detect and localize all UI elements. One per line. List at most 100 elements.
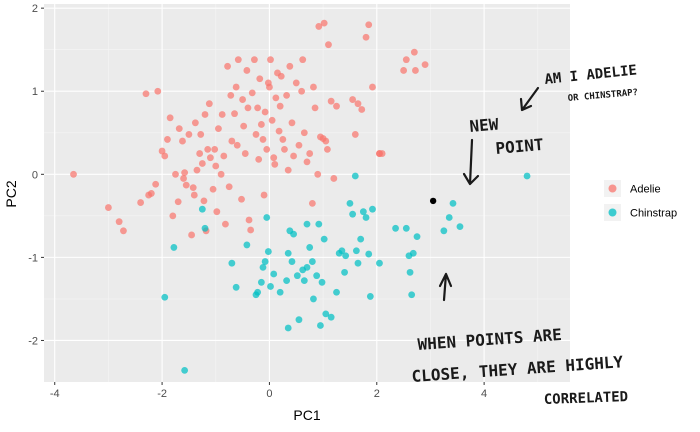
point-adelie <box>185 131 193 138</box>
point-chinstrap <box>201 224 209 232</box>
point-adelie <box>218 111 226 118</box>
point-adelie <box>247 226 255 234</box>
point-adelie <box>349 96 357 103</box>
arrow-question-icon <box>519 86 540 112</box>
point-adelie <box>270 154 278 162</box>
grid-minor <box>44 4 570 382</box>
point-adelie <box>327 97 335 105</box>
point-adelie <box>220 152 228 160</box>
point-adelie <box>204 145 212 153</box>
point-adelie <box>252 131 260 138</box>
point-adelie <box>310 83 317 91</box>
point-adelie <box>181 169 189 177</box>
point-chinstrap <box>402 224 410 232</box>
point-adelie <box>362 33 370 41</box>
point-adelie <box>283 91 291 99</box>
point-adelie <box>257 121 265 128</box>
point-adelie <box>227 91 235 99</box>
point-chinstrap <box>306 244 314 251</box>
point-adelie <box>333 102 340 110</box>
point-adelie <box>188 231 196 239</box>
point-chinstrap <box>257 278 265 286</box>
point-adelie <box>300 129 308 137</box>
point-adelie <box>275 127 283 135</box>
point-chinstrap <box>284 249 292 257</box>
point-adelie <box>201 111 209 118</box>
point-chinstrap <box>264 248 272 255</box>
point-adelie <box>292 79 300 87</box>
point-adelie <box>238 195 245 203</box>
point-chinstrap <box>259 263 267 271</box>
point-adelie <box>231 110 238 118</box>
point-adelie <box>211 145 219 153</box>
point-adelie <box>224 62 231 70</box>
point-adelie <box>400 67 408 74</box>
point-chinstrap <box>310 295 317 303</box>
point-adelie <box>251 56 258 64</box>
point-adelie <box>215 125 222 133</box>
point-adelie <box>120 227 127 235</box>
point-adelie <box>255 155 263 163</box>
point-adelie <box>320 19 328 27</box>
point-adelie <box>314 170 322 178</box>
point-adelie <box>421 61 429 69</box>
legend-label-chinstrap: Chinstrap <box>630 208 677 220</box>
point-chinstrap <box>308 258 316 265</box>
point-chinstrap <box>288 258 296 265</box>
point-chinstrap <box>161 293 169 301</box>
point-adelie <box>303 158 311 166</box>
y-tick-label: -2 <box>28 335 38 347</box>
legend: Adelie Chinstrap <box>604 180 677 221</box>
panel-background <box>44 4 570 382</box>
point-chinstrap <box>366 293 374 300</box>
y-axis-ticks: -2 -1 0 1 2 <box>28 3 44 347</box>
point-chinstrap <box>352 247 360 255</box>
point-adelie <box>137 199 145 206</box>
point-chinstrap <box>276 288 284 296</box>
point-adelie <box>175 125 183 133</box>
point-adelie <box>228 137 236 145</box>
y-tick-label: 1 <box>32 86 38 98</box>
x-tick-label: 0 <box>266 388 272 400</box>
point-adelie <box>412 67 419 74</box>
point-chinstrap <box>293 272 301 280</box>
point-adelie <box>266 83 273 91</box>
point-chinstrap <box>365 250 373 258</box>
point-adelie <box>193 166 201 174</box>
point-adelie <box>256 75 264 83</box>
point-chinstrap <box>351 172 359 180</box>
point-chinstrap <box>290 230 297 238</box>
point-chinstrap <box>303 263 311 271</box>
legend-label-adelie: Adelie <box>630 184 661 196</box>
legend-swatch-chinstrap <box>608 208 617 217</box>
y-axis-title: PC2 <box>3 180 19 207</box>
legend-swatch-adelie <box>608 184 617 193</box>
point-adelie <box>330 175 338 182</box>
point-chinstrap <box>198 205 206 213</box>
point-chinstrap <box>523 172 531 180</box>
point-adelie <box>232 83 240 91</box>
point-adelie <box>244 104 252 112</box>
point-chinstrap <box>408 291 416 299</box>
point-adelie <box>261 108 269 116</box>
point-adelie <box>369 83 376 91</box>
point-adelie <box>152 180 160 188</box>
point-chinstrap <box>170 244 178 251</box>
point-adelie <box>306 150 314 157</box>
point-adelie <box>166 114 174 122</box>
point-chinstrap <box>315 220 323 228</box>
point-adelie <box>217 170 225 178</box>
point-adelie <box>154 87 162 95</box>
point-chinstrap <box>313 272 321 280</box>
point-chinstrap <box>376 259 383 267</box>
point-adelie <box>376 150 383 157</box>
point-chinstrap <box>362 214 370 221</box>
point-adelie <box>164 136 171 143</box>
point-adelie <box>248 89 256 97</box>
point-adelie <box>267 56 274 64</box>
point-chinstrap <box>338 247 346 255</box>
point-chinstrap <box>440 227 448 235</box>
point-chinstrap <box>181 366 189 374</box>
y-tick-label: 2 <box>32 3 38 15</box>
point-chinstrap <box>357 235 365 243</box>
